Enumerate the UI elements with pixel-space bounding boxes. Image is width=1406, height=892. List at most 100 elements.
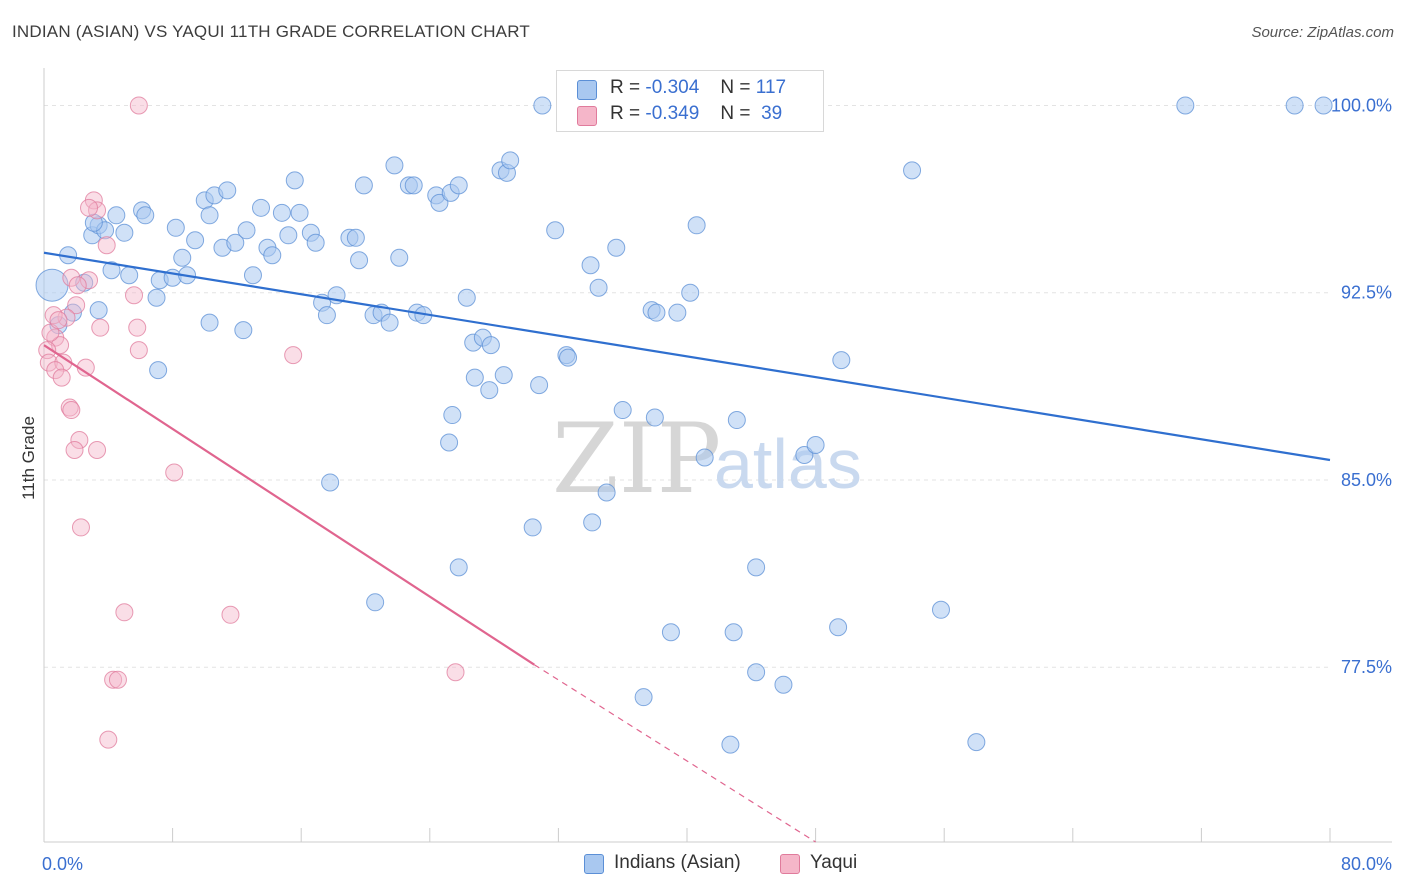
indians-point	[285, 171, 304, 190]
indians-point	[687, 216, 706, 235]
indians-point	[149, 361, 168, 380]
indians-point	[967, 733, 986, 752]
indians-point	[1314, 96, 1333, 115]
indians-point	[366, 593, 385, 612]
indians-point	[903, 161, 922, 180]
indians-point	[263, 246, 282, 265]
label-layer: 100.0% 92.5% 85.0% 77.5% 0.0% 80.0%	[42, 95, 1392, 874]
indians-point	[404, 176, 423, 195]
yaqui-point	[49, 311, 68, 330]
indians-point	[607, 238, 626, 257]
indians-point	[290, 203, 309, 222]
indians-point	[226, 233, 245, 252]
yaqui-point	[108, 670, 127, 689]
legend-swatch-indians	[577, 80, 597, 100]
points-layer	[35, 96, 1333, 754]
yaqui-point	[88, 441, 107, 460]
indians-point	[613, 401, 632, 420]
legend-r-label: R =	[610, 103, 641, 124]
legend-n-value: 39	[761, 103, 783, 124]
yaqui-point	[62, 268, 81, 287]
yaqui-point	[68, 276, 87, 295]
y-tick-label: 100.0%	[1331, 95, 1392, 115]
indians-point	[829, 618, 848, 637]
indians-point	[581, 256, 600, 275]
indians-point	[747, 663, 766, 682]
yaqui-point	[39, 353, 58, 372]
indians-point	[218, 181, 237, 200]
legend-stats-indians: R = -0.304 N = 117	[610, 77, 786, 99]
indians-point	[350, 251, 369, 270]
yaqui-point	[115, 603, 134, 622]
indians-point	[1285, 96, 1304, 115]
indians-point	[306, 233, 325, 252]
indians-point	[530, 376, 549, 395]
indians-point	[647, 303, 666, 322]
yaqui-point	[129, 341, 148, 360]
yaqui-point	[97, 236, 116, 255]
indians-point	[523, 518, 542, 537]
y-axis-label: 11th Grade	[19, 416, 38, 500]
yaqui-trend-line	[43, 344, 535, 666]
y-tick-label: 92.5%	[1341, 283, 1392, 303]
yaqui-point	[284, 346, 303, 365]
indians-point	[317, 306, 336, 325]
indians-point	[481, 336, 500, 355]
indians-point	[931, 600, 950, 619]
indians-point	[634, 688, 653, 707]
indians-point	[200, 313, 219, 332]
indians-point	[774, 675, 793, 694]
indians-point	[449, 176, 468, 195]
indians-point	[597, 483, 616, 502]
indians-point	[1176, 96, 1195, 115]
indians-point	[494, 366, 513, 385]
indians-point	[321, 473, 340, 492]
yaqui-point	[165, 463, 184, 482]
yaqui-point	[125, 286, 144, 305]
indians-point	[107, 206, 126, 225]
indians-point	[583, 513, 602, 532]
indians-point	[443, 406, 462, 425]
indians-point	[279, 226, 298, 245]
chart-title: INDIAN (ASIAN) VS YAQUI 11TH GRADE CORRE…	[12, 22, 530, 41]
indians-point	[243, 266, 262, 285]
yaqui-point	[65, 441, 84, 460]
indians-point	[724, 623, 743, 642]
indians-point	[681, 283, 700, 302]
indians-point	[589, 278, 608, 297]
indians-point	[354, 176, 373, 195]
indians-point	[147, 288, 166, 307]
yaqui-point	[91, 318, 110, 337]
yaqui-point	[80, 198, 99, 217]
indians-trend-line	[43, 251, 1331, 462]
trend-layer	[43, 251, 1331, 843]
yaqui-point	[62, 401, 81, 420]
indians-point	[465, 368, 484, 387]
series-legend: Indians (Asian) Yaqui	[0, 852, 1406, 878]
indians-point	[102, 261, 121, 280]
indians-point	[440, 433, 459, 452]
x-tick-label-min: 0.0%	[42, 854, 83, 874]
indians-point	[272, 203, 291, 222]
source-label: Source: ZipAtlas.com	[1251, 24, 1394, 41]
legend-r-label: R =	[610, 77, 641, 98]
yaqui-point	[52, 368, 71, 387]
yaqui-point	[44, 306, 63, 325]
indians-point	[385, 156, 404, 175]
indians-point	[747, 558, 766, 577]
indians-point	[546, 221, 565, 240]
yaqui-point	[67, 296, 86, 315]
indians-point	[668, 303, 687, 322]
y-tick-label: 77.5%	[1341, 657, 1392, 677]
indians-point	[727, 411, 746, 430]
indians-point	[430, 193, 449, 212]
yaqui-trend-extension	[533, 664, 816, 843]
indians-point	[480, 381, 499, 400]
watermark-atlas: atlas	[714, 425, 862, 503]
yaqui-point	[80, 271, 99, 290]
indians-point	[186, 231, 205, 250]
yaqui-point	[71, 518, 90, 537]
x-tick-label-max: 80.0%	[1341, 854, 1392, 874]
indians-point	[832, 351, 851, 370]
series-label-indians: Indians (Asian)	[614, 852, 741, 873]
